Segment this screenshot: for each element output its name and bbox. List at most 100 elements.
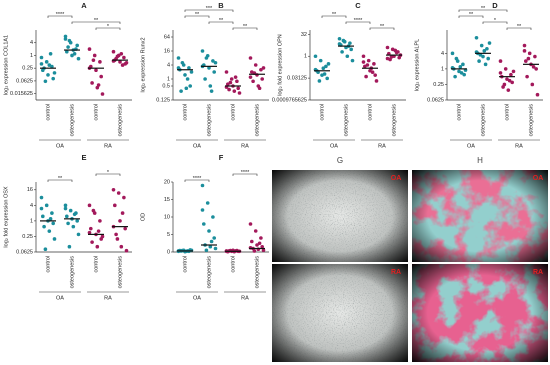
data-point <box>65 214 69 219</box>
data-point <box>212 70 216 74</box>
significance-label: ** <box>94 18 99 24</box>
data-point <box>99 74 103 79</box>
x-tick-label: control <box>367 104 373 121</box>
significance-bracket <box>369 27 395 30</box>
image-panel-g: G OA RA <box>272 156 408 362</box>
data-point <box>71 224 76 229</box>
significance-label: **** <box>241 170 250 176</box>
data-point <box>76 232 81 237</box>
data-point <box>111 187 116 192</box>
x-tick-label: osteogenesis <box>69 104 75 137</box>
data-point <box>345 54 350 59</box>
y-tick-label: 1 <box>167 76 170 82</box>
data-point <box>374 79 379 83</box>
y-tick-label: 64 <box>164 34 170 40</box>
data-point <box>462 72 467 77</box>
data-point <box>76 56 81 61</box>
group-label: RA <box>104 295 112 301</box>
data-point <box>213 60 218 65</box>
data-point <box>87 230 92 235</box>
x-tick-label: osteogenesis <box>254 256 260 289</box>
data-point <box>188 84 192 88</box>
data-point <box>47 229 52 233</box>
data-point <box>52 71 57 75</box>
data-point <box>87 47 92 51</box>
data-point <box>453 74 457 79</box>
data-point <box>477 59 481 63</box>
y-tick-label: 0.03125 <box>287 76 307 82</box>
data-point <box>253 229 258 233</box>
y-tick-label: 16 <box>164 48 170 54</box>
data-point <box>325 76 330 81</box>
data-point <box>185 77 190 81</box>
data-point <box>96 229 101 233</box>
y-tick-label: 0.25 <box>22 66 33 72</box>
data-point <box>479 43 484 48</box>
data-point <box>485 46 489 51</box>
data-point <box>318 58 323 63</box>
data-point <box>95 244 100 249</box>
data-point <box>39 195 44 200</box>
data-point <box>373 73 378 77</box>
vignette <box>272 264 408 362</box>
data-point <box>43 247 48 252</box>
significance-bracket <box>321 15 347 18</box>
data-point <box>114 232 118 237</box>
data-point <box>208 244 213 249</box>
data-point <box>122 55 126 60</box>
data-point <box>39 55 44 60</box>
y-tick-label: 0.0009765625 <box>272 97 307 103</box>
data-point <box>260 77 265 81</box>
data-point <box>507 78 512 83</box>
data-point <box>100 92 105 96</box>
y-tick-label: 4 <box>167 62 170 68</box>
data-point <box>506 88 511 92</box>
data-point <box>122 195 126 200</box>
x-tick-label: control <box>93 256 99 273</box>
significance-label: * <box>107 24 110 30</box>
group-label: OA <box>193 295 201 301</box>
x-tick-label: control <box>504 104 510 121</box>
group-label: OA <box>193 143 201 149</box>
data-point <box>341 38 346 43</box>
significance-label: ** <box>469 12 474 18</box>
data-point <box>522 43 527 48</box>
data-point <box>68 208 73 213</box>
data-point <box>207 66 211 70</box>
x-tick-label: osteogenesis <box>480 104 486 137</box>
data-point <box>324 64 328 69</box>
y-tick-label: 10 <box>164 214 170 220</box>
data-point <box>200 183 205 188</box>
data-point <box>450 51 455 56</box>
x-tick-label: osteogenesis <box>69 256 75 289</box>
significance-label: ** <box>195 12 200 18</box>
y-tick-label: 4 <box>441 51 444 57</box>
data-point <box>203 77 207 81</box>
image-panel-h: H OA RA <box>412 156 548 362</box>
x-tick-label: osteogenesis <box>117 104 123 137</box>
data-point <box>46 73 50 77</box>
data-point <box>458 65 463 69</box>
data-point <box>235 79 239 84</box>
data-point <box>123 226 127 231</box>
image-label: OA <box>391 175 402 182</box>
data-point <box>250 239 254 244</box>
y-axis-label: log₂ expression ALPL <box>414 39 420 91</box>
significance-bracket <box>184 15 210 18</box>
data-point <box>526 56 531 61</box>
data-point <box>227 87 231 92</box>
data-point <box>233 75 238 79</box>
y-tick-label: 1 <box>30 53 33 59</box>
data-point <box>525 74 529 79</box>
significance-label: *** <box>206 6 213 12</box>
data-point <box>474 35 479 40</box>
data-point <box>63 37 68 41</box>
data-point <box>527 51 532 56</box>
group-label: OA <box>56 295 64 301</box>
y-tick-label: 20 <box>164 179 170 185</box>
data-point <box>39 206 44 211</box>
y-tick-label: 4 <box>30 203 33 209</box>
